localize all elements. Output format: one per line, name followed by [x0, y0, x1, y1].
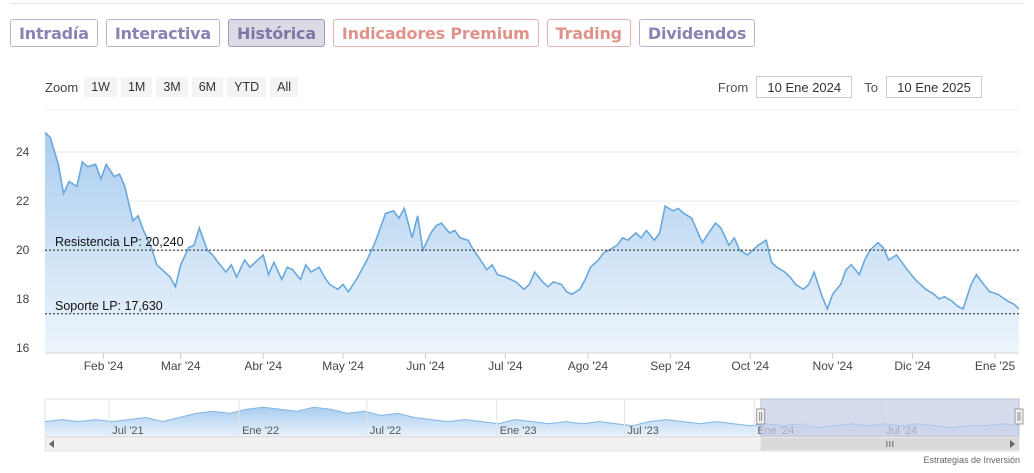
zoom-all-button[interactable]: All [270, 77, 299, 97]
credit-text: Estrategias de Inversión [923, 455, 1020, 465]
tab-intradia[interactable]: Intradía [10, 19, 98, 47]
from-date-input[interactable] [756, 76, 853, 98]
x-tick-label: Nov '24 [813, 359, 854, 373]
x-tick-label: Feb '24 [84, 359, 124, 373]
level-annotations: Resistencia LP: 20,240 Soporte LP: 17,630 [45, 235, 1019, 315]
navigator-handle-left[interactable] [756, 408, 766, 425]
y-tick-label: 24 [16, 145, 30, 159]
x-tick-label: Mar '24 [161, 359, 201, 373]
annotation-label-0: Resistencia LP: 20,240 [55, 235, 184, 249]
x-tick-label: Dic '24 [894, 359, 931, 373]
x-tick-label: May '24 [322, 359, 364, 373]
navigator-label: Ene '23 [500, 425, 537, 437]
navigator-label: Jul '22 [370, 425, 401, 437]
x-tick-label: Jul '24 [488, 359, 523, 373]
date-range: From To [718, 76, 982, 98]
tab-indicadores-premium[interactable]: Indicadores Premium [332, 19, 539, 47]
navigator-label: Jul '21 [112, 425, 143, 437]
x-tick-label: Ago '24 [568, 359, 609, 373]
zoom-ytd-button[interactable]: YTD [227, 77, 267, 97]
tab-bar: Intradía Interactiva Histórica Indicador… [10, 19, 756, 47]
zoom-selector: Zoom 1W 1M 3M 6M YTD All [45, 77, 299, 97]
zoom-label: Zoom [45, 79, 79, 95]
y-axis: 16 18 20 22 24 [16, 145, 30, 355]
annotation-label-1: Soporte LP: 17,630 [55, 299, 163, 313]
to-label: To [864, 79, 878, 95]
x-tick-label: Jun '24 [406, 359, 445, 373]
x-tick-label: Oct '24 [731, 359, 769, 373]
from-label: From [717, 79, 749, 95]
zoom-1m-button[interactable]: 1M [120, 77, 153, 97]
tab-historica[interactable]: Histórica [228, 19, 325, 47]
y-tick-label: 20 [16, 243, 30, 257]
tab-dividendos[interactable]: Dividendos [638, 19, 756, 47]
navigator-handle-right[interactable] [1014, 408, 1024, 425]
top-divider [10, 3, 1024, 4]
tab-trading[interactable]: Trading [546, 19, 631, 47]
x-axis: Feb '24 Mar '24 Abr '24 May '24 Jun '24 Jul '… [45, 352, 1019, 373]
navigator-label: Ene '22 [242, 425, 279, 437]
y-tick-label: 18 [16, 292, 30, 306]
x-tick-label: Sep '24 [650, 359, 691, 373]
price-area [45, 132, 1019, 353]
navigator-label: Jul '23 [627, 425, 658, 437]
y-tick-label: 22 [16, 194, 30, 208]
to-date-input[interactable] [886, 76, 982, 98]
tab-interactiva[interactable]: Interactiva [105, 19, 221, 47]
zoom-1w-button[interactable]: 1W [84, 77, 117, 97]
x-tick-label: Abr '24 [244, 359, 282, 373]
x-tick-label: Ene '25 [975, 359, 1016, 373]
scroll-right-arrow-icon[interactable] [1010, 440, 1015, 448]
price-line[interactable] [44, 131, 1020, 312]
scroll-left-arrow-icon[interactable] [49, 440, 54, 448]
zoom-6m-button[interactable]: 6M [191, 77, 224, 97]
navigator-selection[interactable] [760, 398, 1020, 437]
zoom-3m-button[interactable]: 3M [156, 77, 188, 97]
y-tick-label: 16 [16, 341, 30, 355]
